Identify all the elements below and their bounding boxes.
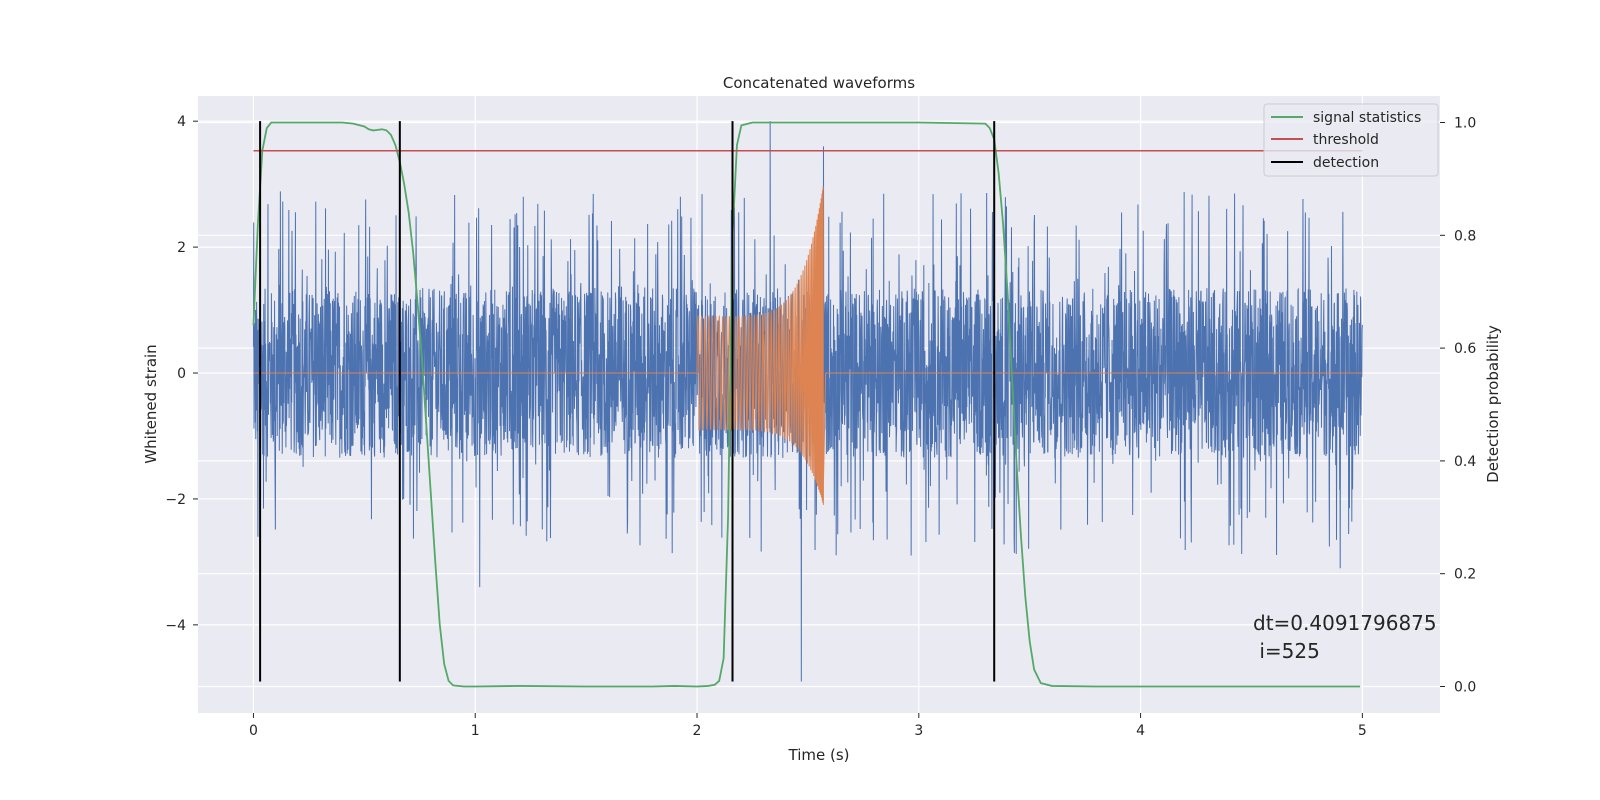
y-tick-label: 2 (177, 240, 186, 256)
y-tick-label: −4 (165, 618, 186, 634)
y-tick-label: 0 (177, 366, 186, 382)
y-axis-label: Whitened strain (142, 344, 160, 463)
y-tick-label: −2 (165, 492, 186, 508)
legend: signal statistics threshold detection (1263, 103, 1439, 177)
y2-tick-label: 0.0 (1454, 679, 1476, 695)
x-tick-label: 0 (249, 723, 258, 739)
injection-trace-line (253, 186, 1363, 505)
x-tick-label: 2 (693, 723, 702, 739)
y2-tick-label: 0.4 (1454, 454, 1476, 470)
legend-label-detection: detection (1313, 155, 1379, 171)
annotation-index: i=525 (1253, 639, 1320, 663)
plot-layer (252, 121, 1363, 688)
detection-lines (259, 121, 996, 682)
x-tick-label: 1 (471, 723, 480, 739)
annotation-dt: dt=0.4091796875 (1253, 611, 1437, 635)
signal-statistics-line (252, 121, 1361, 688)
y2-tick-label: 0.6 (1454, 341, 1476, 357)
chart-title: Concatenated waveforms (723, 74, 915, 92)
legend-box (1263, 103, 1439, 177)
y2-tick-label: 0.8 (1454, 228, 1476, 244)
x-axis-label: Time (s) (788, 746, 850, 764)
x-tick-label: 5 (1358, 723, 1367, 739)
grid (198, 96, 1440, 713)
legend-label-signal-statistics: signal statistics (1313, 110, 1421, 126)
y-tick-label: 4 (177, 114, 186, 130)
axis-ticks: 0 1 2 3 4 5 −4 −2 0 2 4 0.0 0.2 0.4 0.6 0.8 1.0 (165, 114, 1476, 739)
x-tick-label: 4 (1136, 723, 1145, 739)
y2-tick-label: 1.0 (1454, 116, 1476, 132)
y2-tick-label: 0.2 (1454, 567, 1476, 583)
x-tick-label: 3 (914, 723, 923, 739)
legend-label-threshold: threshold (1313, 132, 1379, 148)
y2-axis-label: Detection probability (1484, 325, 1502, 483)
